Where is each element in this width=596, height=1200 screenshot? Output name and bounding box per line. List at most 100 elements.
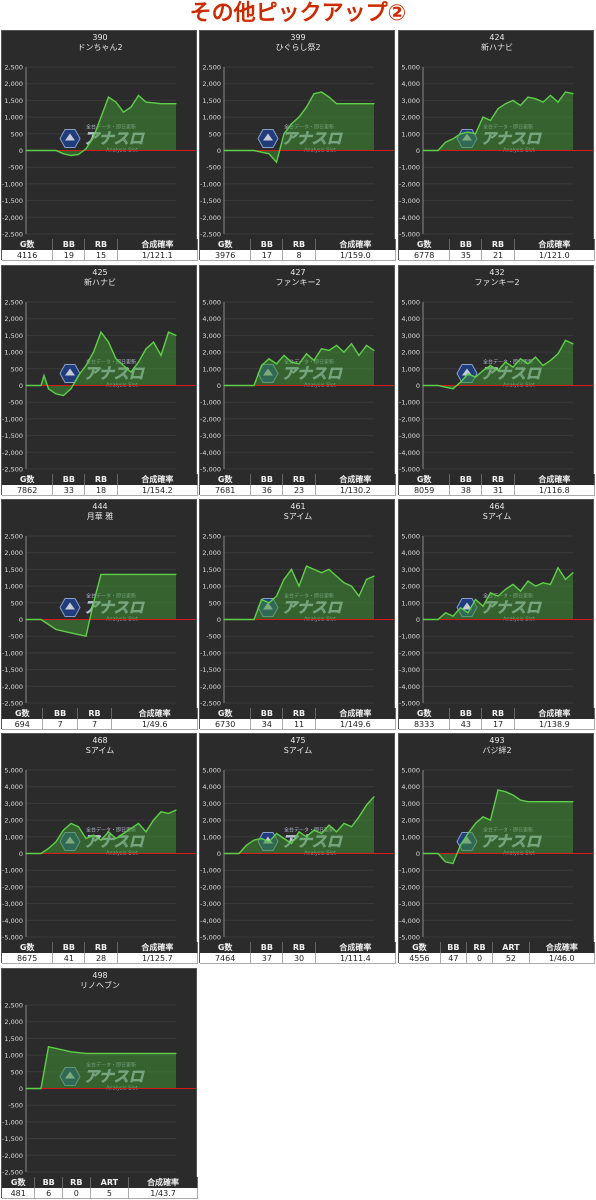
data-point [437,852,439,855]
series-line [26,809,177,855]
data-point [444,141,447,143]
y-tick-label: 0 [19,616,23,624]
data-point [459,133,462,135]
stats-header: BB [449,708,483,719]
y-tick-label: -5,000 [2,934,23,942]
chart-panel-425: 2,500 2,000 1,500 1,000 500 0 -500 -1,000 -1,500… [1,265,199,496]
series-area [224,566,374,620]
data-point [335,103,338,105]
data-point [328,96,330,98]
data-point [268,358,270,360]
data-point [358,354,360,357]
stats-value: 7681 [200,485,252,496]
data-point [365,344,368,347]
data-point [444,861,447,863]
stats-header: 合成確率 [128,1177,198,1188]
stats-value: 1/116.8 [514,485,596,496]
stats-value: 3976 [200,250,252,261]
data-point [100,839,102,841]
data-point [373,796,375,798]
stats-header: BB [52,942,86,953]
stats-value: 7 [77,719,113,730]
y-tick-label: 3,000 [202,800,221,808]
y-tick-label: -5,000 [200,466,221,474]
chart-title: 425 [92,268,108,277]
data-point [474,598,477,601]
stats-header: RB [282,708,316,719]
y-tick-label: 0 [19,147,23,155]
stats-header: G数 [200,239,252,250]
data-point [452,862,454,865]
data-point [358,816,360,818]
stats-value-row: 3976 17 8 1/159.0 [200,250,397,261]
stats-table: G数 BB RB ART 合成確率 481 6 0 5 1/43.7 [2,1177,198,1199]
y-tick-label: 1,500 [4,566,23,574]
data-point [275,595,278,597]
logo-triangle-icon [65,368,75,376]
y-tick-label: 2,500 [202,533,221,541]
data-point [489,119,492,122]
y-tick-label: -2,500 [2,231,23,239]
stats-value: 19 [52,250,86,261]
data-point [238,618,240,621]
data-point [268,153,270,155]
machine-name: バジ絆2 [482,746,512,755]
data-point [542,582,544,584]
stats-value: 28 [84,953,118,964]
stats-value: 1/46.0 [529,953,596,964]
stats-value-row: 694 7 7 1/49.6 [2,719,198,730]
stats-header-row: G数 BB RB ART 合成確率 [399,942,596,953]
data-point [238,384,240,387]
series-area [423,790,573,864]
stats-value-row: 7862 33 18 1/154.2 [2,485,199,496]
data-point [459,607,462,609]
data-point [444,612,447,614]
data-point [107,573,110,576]
data-point [130,371,132,373]
data-point [422,149,424,152]
stats-header: RB [84,474,118,485]
stats-value: 1/121.0 [514,250,596,261]
y-tick-label: -500 [8,1102,23,1110]
y-tick-label: -4,000 [2,917,23,925]
data-point [40,852,42,855]
stats-header-row: G数 BB RB ART 合成確率 [2,1177,198,1188]
chart-plot: 2,500 2,000 1,500 1,000 500 0 -500 -1,000 -1,500… [2,1002,196,1177]
data-point [160,1052,162,1055]
chart-panel-432: 5,000 4,000 3,000 2,000 1,000 0 -1,000 -2,000 -3… [398,265,596,496]
y-tick-label: -5,000 [399,700,420,708]
chart-panel-399: 2,500 2,000 1,500 1,000 500 0 -500 -1,000 -1,500… [199,30,397,261]
y-tick-label: 1,000 [4,833,23,841]
stats-header-row: G数 BB RB 合成確率 [399,239,596,250]
data-point [253,839,255,841]
stats-value: 21 [481,250,515,261]
data-point [482,116,484,118]
y-tick-label: 2,000 [4,1018,23,1026]
data-point [557,567,559,569]
data-point [452,138,454,140]
y-tick-label: -2,000 [399,180,420,188]
data-point [275,363,278,365]
stats-header: 合成確率 [514,474,596,485]
series-line [423,339,574,390]
data-point [534,356,537,358]
y-tick-label: 1,000 [4,1052,23,1060]
chart-plot: 5,000 4,000 3,000 2,000 1,000 0 -1,000 -2,000 -3… [200,767,394,942]
data-point [145,348,147,350]
data-point [122,111,125,113]
data-point [223,852,225,855]
y-tick-label: -2,000 [2,683,23,691]
y-tick-label: 2,000 [202,349,221,357]
stats-value: 1/111.4 [315,953,397,964]
y-tick-label: -2,000 [2,1152,23,1160]
data-point [467,373,469,375]
y-tick-label: 4,000 [4,783,23,791]
stats-table: G数 BB RB 合成確率 8333 43 17 1/138.9 [399,708,596,730]
stats-table: G数 BB RB ART 合成確率 4556 47 0 52 1/46.0 [399,942,596,964]
data-point [313,359,315,362]
data-point [25,384,27,387]
y-tick-label: -4,000 [200,917,221,925]
stats-value: 38 [449,485,483,496]
y-tick-label: -1,500 [200,666,221,674]
data-point [145,573,147,576]
